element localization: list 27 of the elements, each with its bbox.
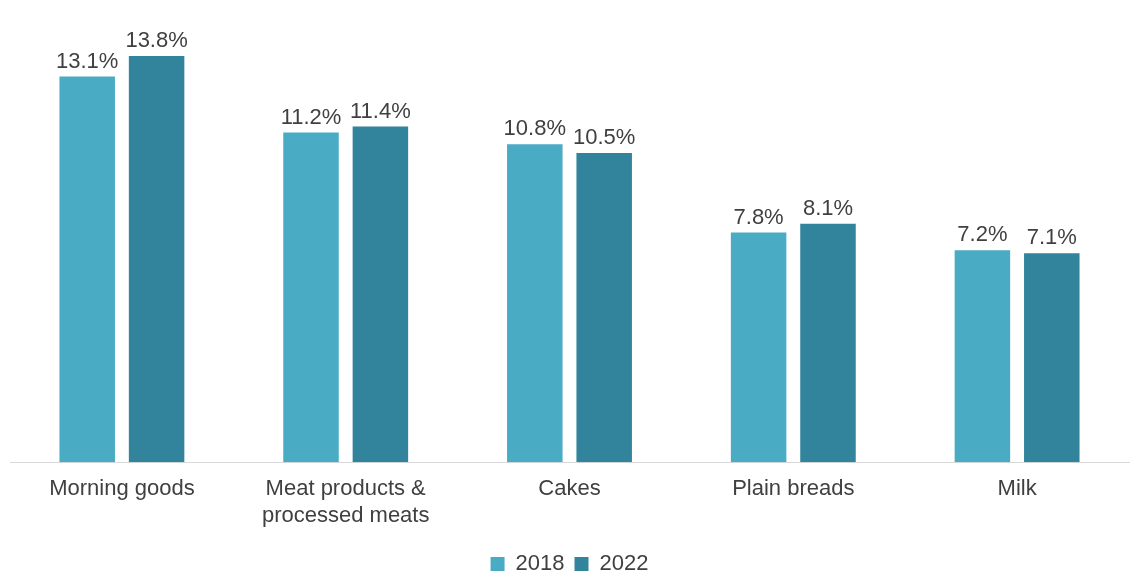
bar <box>1024 253 1080 463</box>
bar <box>800 223 856 463</box>
data-label: 13.1% <box>56 47 119 73</box>
data-label: 11.4% <box>350 97 411 123</box>
data-label: 13.8% <box>125 26 188 52</box>
x-tick-label: Morning goods <box>49 475 195 501</box>
data-label: 7.2% <box>957 221 1008 247</box>
x-tick-label: Cakes <box>538 475 601 501</box>
data-label: 10.8% <box>503 115 567 141</box>
bar <box>730 232 787 463</box>
bar <box>59 76 115 463</box>
data-label: 7.1% <box>1026 224 1077 250</box>
bar <box>507 144 563 463</box>
bar <box>352 126 409 463</box>
bar <box>128 55 185 463</box>
x-tick-label: Milk <box>997 475 1038 501</box>
bar <box>283 132 339 463</box>
bar <box>954 250 1011 463</box>
data-label: 8.1% <box>802 194 854 220</box>
x-tick-label: Plain breads <box>732 475 855 501</box>
legend-label: 2018 <box>515 550 565 576</box>
legend-label: 2022 <box>599 550 649 576</box>
bar <box>576 153 632 463</box>
x-tick-label: Meat products & processed meats <box>261 475 430 527</box>
data-label: 10.5% <box>572 124 636 150</box>
data-label: 7.8% <box>733 203 784 229</box>
data-label: 11.2% <box>280 103 342 129</box>
